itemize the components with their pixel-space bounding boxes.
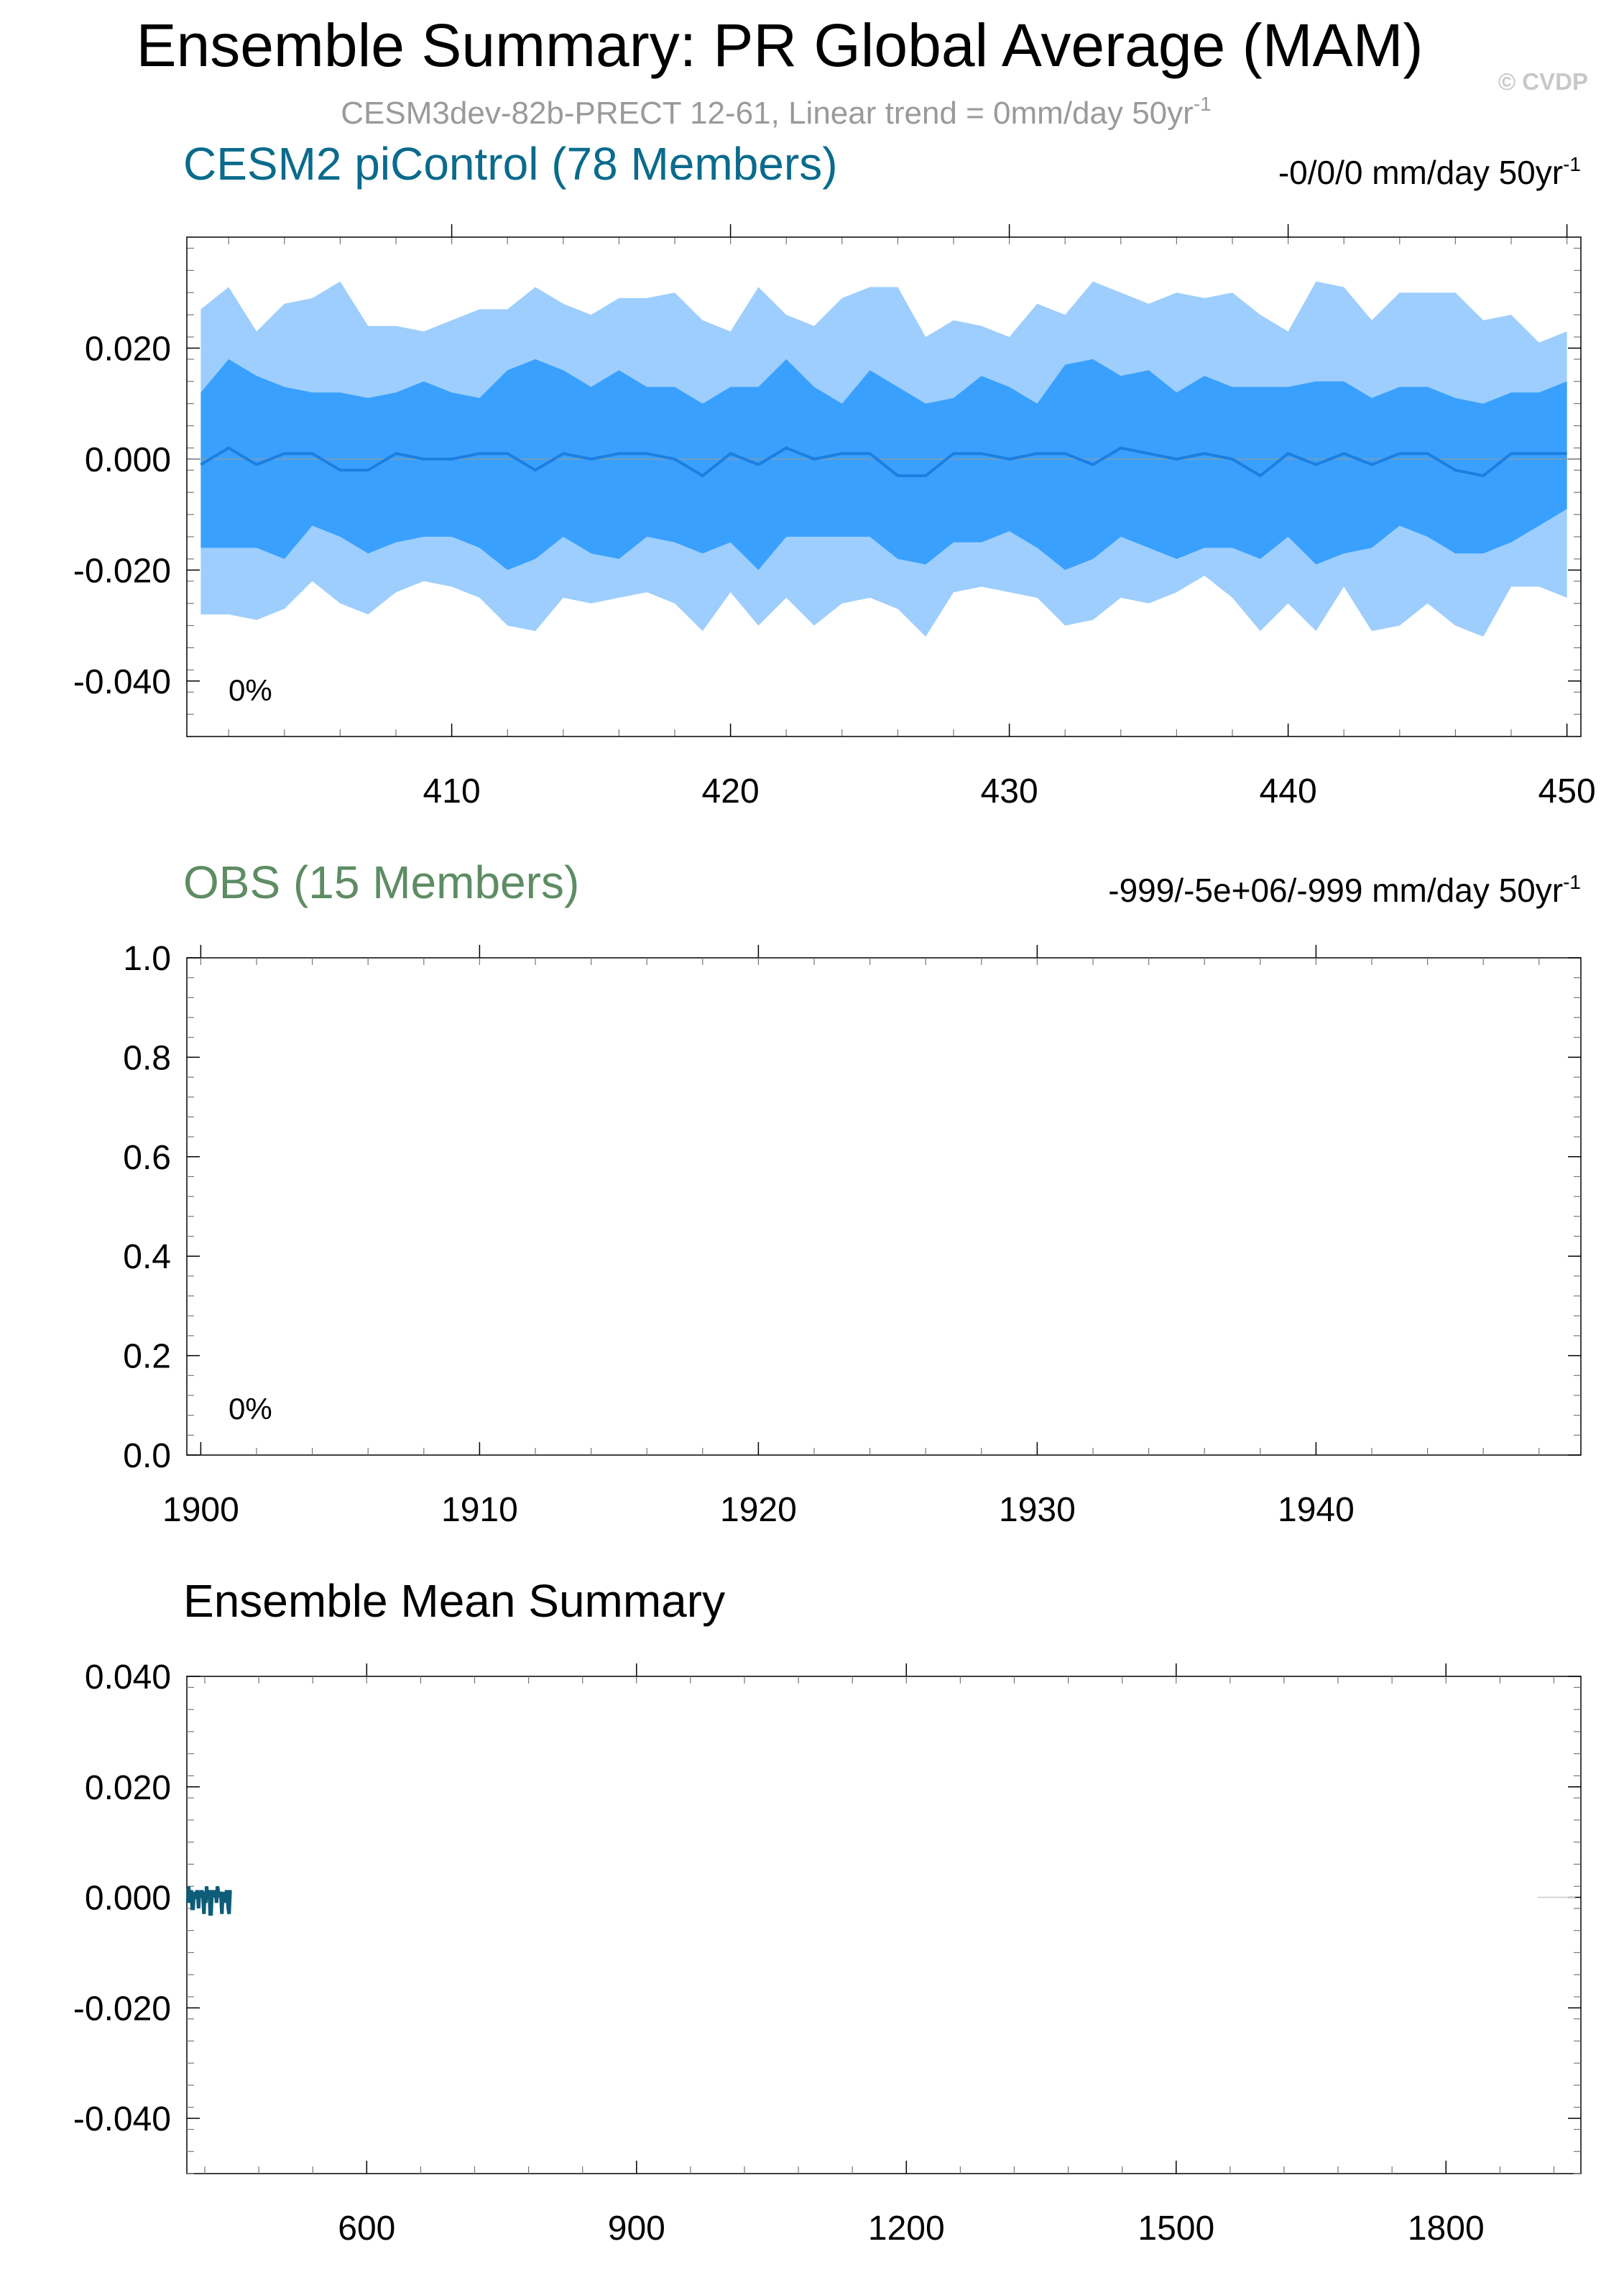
trend-sup-cesm2: -1	[1563, 153, 1581, 175]
plot-summary: 0.040 0.020 0.000 -0.020 -0.040 600 900 1200 150…	[73, 1658, 1582, 2248]
y-tick-label: -0.040	[73, 2100, 171, 2138]
subtitle-text: CESM3dev-82b-PRECT 12-61, Linear trend =…	[341, 96, 1194, 131]
x-tick-label: 1940	[1278, 1491, 1355, 1529]
plot-cesm2: 0.020 0.000 -0.020 -0.040 410 420 430 440 450	[73, 224, 1596, 811]
trend-text-obs: -999/-5e+06/-999 mm/day 50yr	[1108, 872, 1563, 909]
y-tick-label: 0.6	[123, 1139, 171, 1177]
y-tick-label: 0.000	[85, 441, 171, 479]
figure-title: Ensemble Summary: PR Global Average (MAM…	[136, 11, 1423, 79]
plot-frame-summary	[186, 1676, 1582, 2174]
y-tick-label: 0.020	[85, 330, 171, 368]
y-tick-label: 0.4	[123, 1238, 171, 1276]
x-tick-label: 450	[1538, 772, 1596, 811]
panel-cesm2-picontrol: CESM2 piControl (78 Members) -0/0/0 mm/d…	[73, 138, 1596, 811]
subtitle-superscript: -1	[1194, 93, 1212, 115]
trend-sup-obs: -1	[1563, 871, 1581, 893]
x-tick-label: 410	[423, 772, 481, 811]
panel-ensemble-mean-summary: Ensemble Mean Summary 0.040 0.020 0.000 -0.…	[73, 1575, 1582, 2248]
y-tick-label: 0.2	[123, 1338, 171, 1376]
figure-subtitle: CESM3dev-82b-PRECT 12-61, Linear trend =…	[341, 93, 1211, 131]
plot-frame-obs	[186, 957, 1582, 1456]
percent-label-cesm2: 0%	[229, 673, 272, 707]
plot-frame-cesm2	[186, 236, 1582, 737]
y-tick-label: 0.8	[123, 1039, 171, 1077]
summary-mean-line	[185, 1885, 232, 1916]
trend-label-obs: -999/-5e+06/-999 mm/day 50yr-1	[1108, 871, 1581, 909]
x-tick-label: 900	[608, 2210, 665, 2248]
y-tick-label: 1.0	[123, 940, 171, 978]
x-tick-label: 1900	[162, 1491, 239, 1529]
x-tick-label: 420	[702, 772, 760, 811]
x-tick-label: 1920	[720, 1491, 797, 1529]
x-tick-label: 430	[981, 772, 1038, 811]
x-tick-label: 440	[1260, 772, 1317, 811]
x-tick-label: 1910	[441, 1491, 518, 1529]
panel-title-cesm2: CESM2 piControl (78 Members)	[183, 138, 838, 190]
y-tick-label: 0.000	[85, 1880, 171, 1918]
percent-label-obs: 0%	[229, 1392, 272, 1426]
y-tick-label: 0.020	[85, 1769, 171, 1807]
y-tick-label: -0.020	[73, 1990, 171, 2028]
plot-obs: 1.0 0.8 0.6 0.4 0.2 0.0 1900 1910 1920 1930 1940	[123, 940, 1582, 1529]
x-tick-label: 1500	[1138, 2210, 1214, 2248]
y-tick-label: 0.040	[85, 1658, 171, 1696]
x-tick-label: 1200	[868, 2210, 945, 2248]
panel-title-obs: OBS (15 Members)	[183, 857, 579, 908]
y-tick-label: -0.020	[73, 552, 171, 590]
y-tick-label: 0.0	[123, 1437, 171, 1475]
panel-obs: OBS (15 Members) -999/-5e+06/-999 mm/day…	[123, 857, 1582, 1529]
ensemble-mean-line	[200, 446, 1567, 478]
x-tick-label: 1930	[999, 1491, 1076, 1529]
x-tick-label: 600	[338, 2210, 395, 2248]
trend-text-cesm2: -0/0/0 mm/day 50yr	[1278, 154, 1563, 191]
panel-title-summary: Ensemble Mean Summary	[183, 1575, 725, 1627]
trend-label-cesm2: -0/0/0 mm/day 50yr-1	[1278, 153, 1581, 191]
watermark: © CVDP	[1498, 68, 1588, 95]
y-tick-label: -0.040	[73, 663, 171, 701]
x-tick-label: 1800	[1408, 2210, 1485, 2248]
